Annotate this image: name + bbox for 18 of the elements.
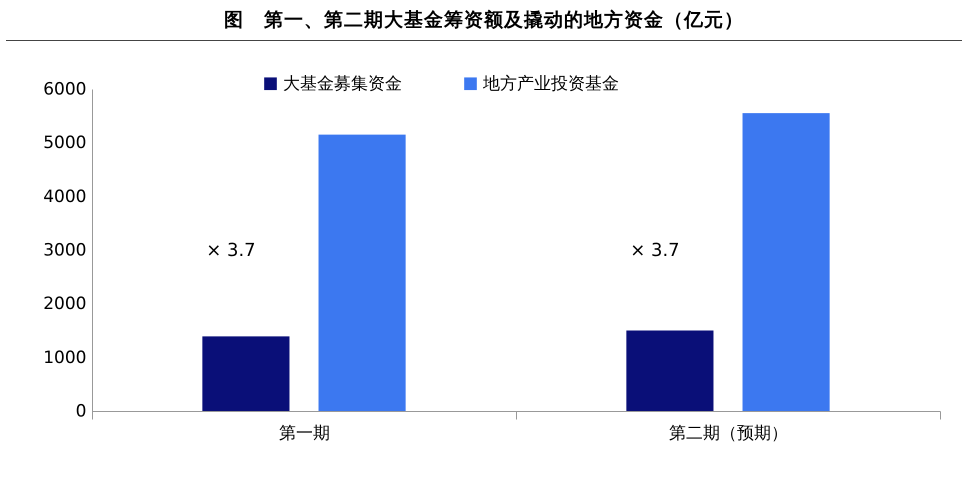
bar bbox=[742, 113, 830, 411]
chart-title: 图 第一、第二期大基金筹资额及撬动的地方资金（亿元） bbox=[6, 0, 962, 41]
y-tick-label: 5000 bbox=[43, 133, 86, 154]
y-tick-label: 4000 bbox=[43, 186, 86, 207]
y-tick-label: 3000 bbox=[43, 240, 86, 260]
legend-label: 大基金募集资金 bbox=[283, 74, 402, 94]
y-tick-label: 0 bbox=[76, 402, 86, 422]
y-tick-label: 1000 bbox=[43, 348, 86, 368]
legend-label: 地方产业投资基金 bbox=[482, 74, 619, 94]
bar bbox=[202, 336, 290, 411]
y-tick-label: 2000 bbox=[43, 294, 86, 314]
bar bbox=[318, 134, 406, 411]
x-tick-label: 第一期 bbox=[279, 424, 330, 444]
annotation: × 3.7 bbox=[630, 240, 680, 261]
annotation: × 3.7 bbox=[206, 240, 256, 261]
bar bbox=[626, 330, 714, 411]
x-tick-label: 第二期（预期） bbox=[669, 424, 788, 444]
y-tick-label: 6000 bbox=[43, 80, 86, 100]
